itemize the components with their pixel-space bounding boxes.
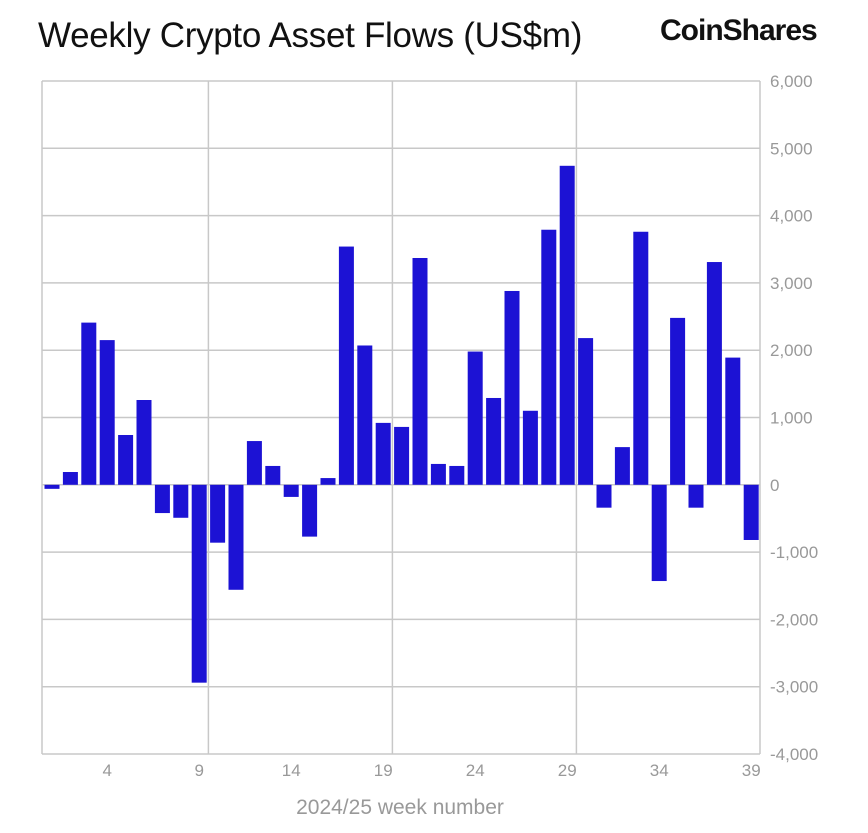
x-tick-label: 4 [102, 761, 111, 780]
bar-week-4 [99, 340, 115, 485]
x-tick-label: 19 [374, 761, 393, 780]
x-tick-label: 9 [194, 761, 203, 780]
bar-week-20 [394, 426, 410, 485]
y-tick-label: -4,000 [770, 745, 818, 764]
bar-week-17 [338, 246, 354, 485]
y-tick-label: 4,000 [770, 207, 813, 226]
bar-week-6 [136, 400, 152, 485]
bar-week-7 [154, 484, 170, 514]
y-tick-label: 5,000 [770, 139, 813, 158]
y-tick-label: 6,000 [770, 72, 813, 91]
y-tick-label: 3,000 [770, 274, 813, 293]
bar-week-5 [118, 434, 134, 485]
bar-week-31 [596, 484, 612, 508]
bar-week-39 [743, 484, 759, 540]
bar-week-32 [614, 447, 630, 485]
bar-week-12 [246, 441, 262, 485]
bar-week-18 [357, 345, 373, 485]
y-tick-label: -2,000 [770, 610, 818, 629]
bar-week-1 [44, 484, 60, 489]
bar-week-9 [191, 484, 207, 683]
bar-week-11 [228, 484, 244, 590]
x-axis-label: 2024/25 week number [296, 796, 504, 819]
bar-week-14 [283, 484, 299, 497]
y-tick-label: 1,000 [770, 409, 813, 428]
bar-week-37 [706, 262, 722, 485]
bar-week-34 [651, 484, 667, 582]
bar-week-24 [467, 351, 483, 485]
bar-week-16 [320, 478, 336, 485]
bar-week-22 [430, 463, 446, 485]
bar-week-36 [688, 484, 704, 508]
bar-week-38 [725, 357, 741, 485]
bar-week-3 [81, 322, 97, 485]
x-tick-label: 14 [282, 761, 301, 780]
bar-week-35 [670, 317, 686, 485]
bar-week-33 [633, 231, 649, 485]
bar-week-13 [265, 465, 281, 485]
bar-week-15 [302, 484, 318, 537]
bar-week-2 [62, 472, 78, 485]
y-tick-label: -1,000 [770, 543, 818, 562]
bar-week-23 [449, 465, 465, 485]
bar-week-10 [210, 484, 226, 543]
bar-week-26 [504, 290, 520, 485]
x-tick-label: 34 [650, 761, 669, 780]
y-tick-label: 0 [770, 476, 779, 495]
y-tick-label: -3,000 [770, 678, 818, 697]
coinshares-logo: CoinShares [660, 14, 818, 47]
bar-week-30 [578, 338, 594, 485]
x-tick-label: 39 [742, 761, 761, 780]
x-tick-label: 29 [558, 761, 577, 780]
bar-week-25 [486, 397, 502, 485]
bar-week-27 [522, 410, 538, 485]
chart-title: Weekly Crypto Asset Flows (US$m) [38, 16, 583, 55]
bar-week-19 [375, 422, 391, 485]
x-tick-label: 24 [466, 761, 485, 780]
bar-week-8 [173, 484, 189, 518]
bar-week-21 [412, 257, 428, 485]
y-tick-label: 2,000 [770, 341, 813, 360]
bar-week-28 [541, 229, 557, 485]
bar-week-29 [559, 165, 575, 485]
